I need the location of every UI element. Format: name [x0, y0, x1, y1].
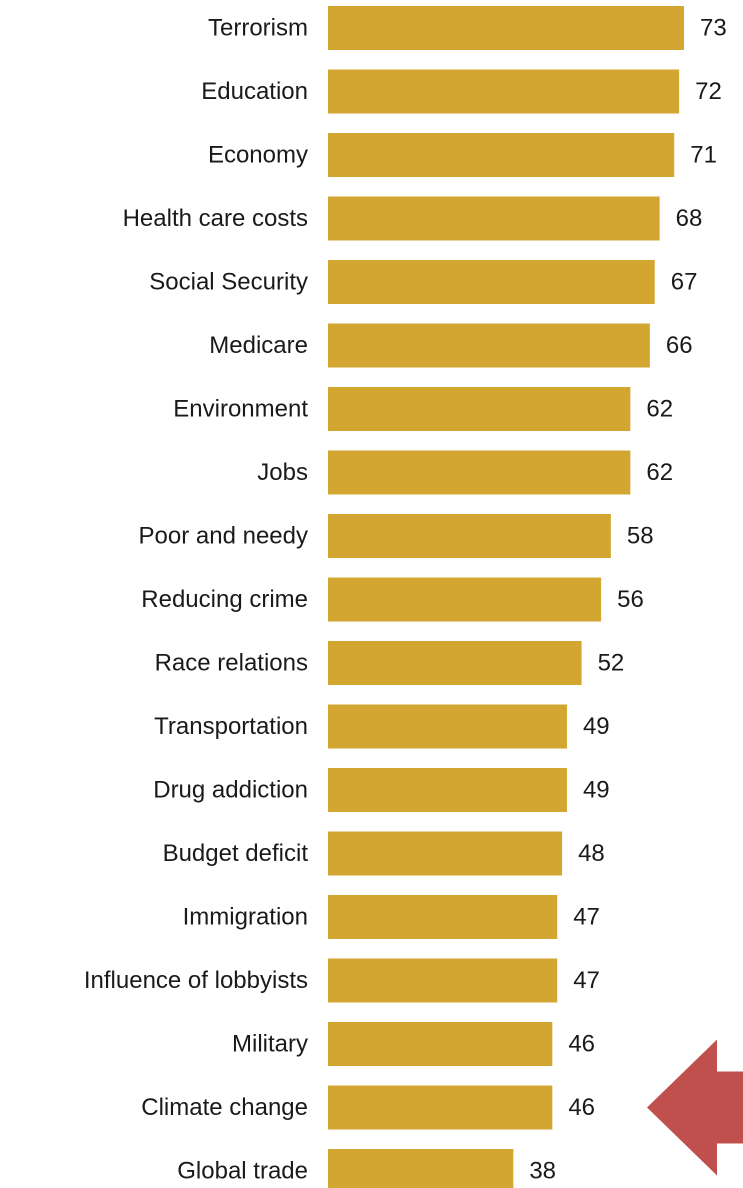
value-label-medicare: 66	[666, 332, 693, 359]
category-label-race-relations: Race relations	[155, 650, 308, 677]
category-label-economy: Economy	[208, 142, 308, 169]
category-label-terrorism: Terrorism	[208, 15, 308, 42]
bar-transportation	[328, 704, 567, 749]
category-label-immigration: Immigration	[183, 904, 308, 931]
value-label-poor-and-needy: 58	[627, 523, 654, 550]
bar-economy	[328, 133, 675, 177]
value-label-immigration: 47	[573, 904, 600, 931]
category-label-environment: Environment	[173, 396, 308, 423]
bar-immigration	[328, 895, 558, 939]
category-label-military: Military	[232, 1031, 308, 1058]
bar-jobs	[328, 450, 631, 495]
bar-medicare	[328, 323, 650, 368]
bar-poor-and-needy	[328, 514, 611, 558]
category-label-education: Education	[201, 78, 308, 105]
category-label-transportation: Transportation	[154, 713, 308, 740]
bar-drug-addiction	[328, 768, 567, 812]
value-label-education: 72	[695, 78, 722, 105]
category-label-health-care-costs: Health care costs	[123, 205, 308, 232]
bar-environment	[328, 387, 631, 431]
value-label-budget-deficit: 48	[578, 840, 605, 867]
category-label-jobs: Jobs	[257, 459, 308, 486]
category-label-poor-and-needy: Poor and needy	[139, 523, 308, 550]
bar-climate-change	[328, 1085, 553, 1130]
bar-reducing-crime	[328, 577, 602, 622]
bar-terrorism	[328, 6, 684, 50]
value-label-terrorism: 73	[700, 15, 727, 42]
value-label-climate-change: 46	[568, 1094, 595, 1121]
category-label-climate-change: Climate change	[141, 1094, 308, 1121]
bar-race-relations	[328, 641, 582, 685]
value-label-economy: 71	[690, 142, 717, 169]
bar-social-security	[328, 260, 655, 304]
bar-influence-of-lobbyists	[328, 958, 558, 1003]
bar-health-care-costs	[328, 196, 660, 241]
bar-budget-deficit	[328, 831, 563, 876]
category-label-reducing-crime: Reducing crime	[141, 586, 308, 613]
bar-global-trade	[328, 1149, 514, 1188]
value-label-transportation: 49	[583, 713, 610, 740]
bar-military	[328, 1022, 553, 1066]
category-label-medicare: Medicare	[209, 332, 308, 359]
value-label-race-relations: 52	[598, 650, 625, 677]
category-label-budget-deficit: Budget deficit	[163, 840, 309, 867]
value-label-drug-addiction: 49	[583, 777, 610, 804]
value-label-jobs: 62	[646, 459, 673, 486]
value-label-global-trade: 38	[529, 1158, 556, 1185]
value-label-influence-of-lobbyists: 47	[573, 967, 600, 994]
value-label-reducing-crime: 56	[617, 586, 644, 613]
category-label-influence-of-lobbyists: Influence of lobbyists	[84, 967, 308, 994]
category-label-drug-addiction: Drug addiction	[153, 777, 308, 804]
value-label-military: 46	[568, 1031, 595, 1058]
value-label-social-security: 67	[671, 269, 698, 296]
bar-education	[328, 69, 680, 114]
highlight-arrow-icon	[647, 1039, 743, 1176]
value-label-health-care-costs: 68	[676, 205, 703, 232]
value-label-environment: 62	[646, 396, 673, 423]
category-label-social-security: Social Security	[149, 269, 308, 296]
category-label-global-trade: Global trade	[177, 1158, 308, 1185]
